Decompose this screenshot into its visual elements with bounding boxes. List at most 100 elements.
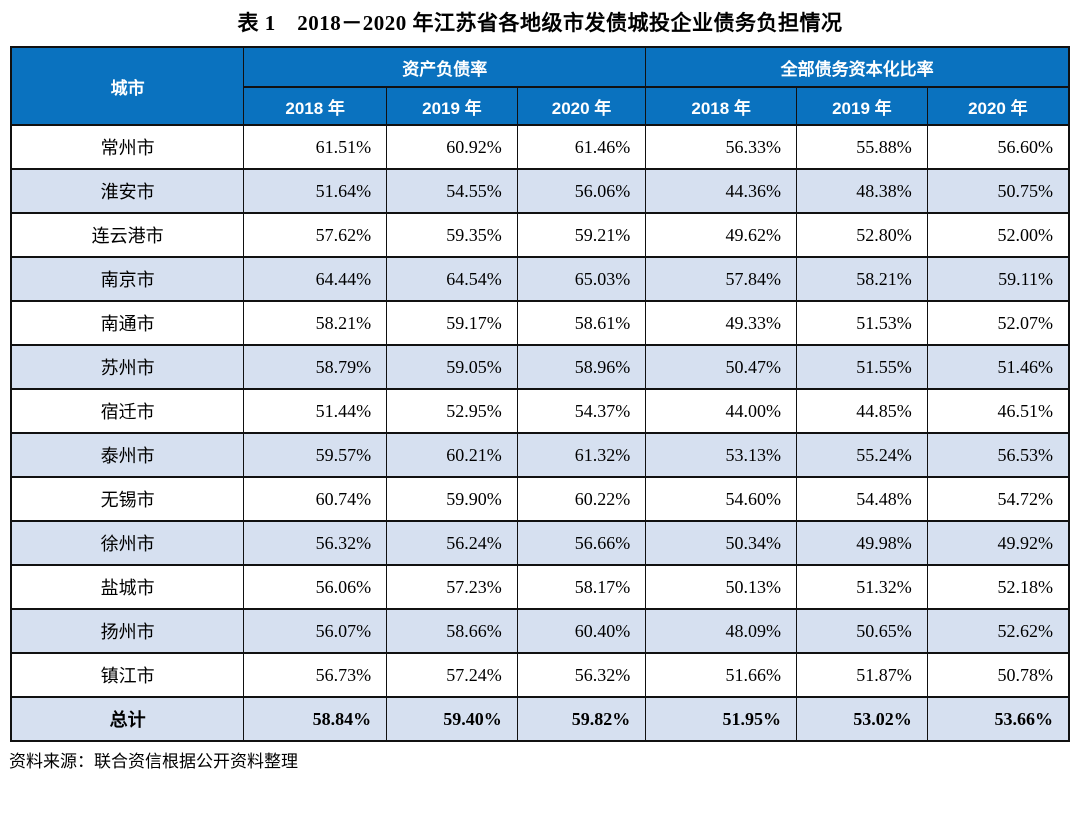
value-cell: 61.46% [516, 124, 647, 170]
value-cell: 51.46% [926, 344, 1070, 390]
city-cell: 扬州市 [10, 608, 245, 654]
value-cell: 59.90% [386, 476, 518, 522]
table-row: 徐州市 56.32% 56.24% 56.66% 50.34% 49.98% 49.92% [10, 520, 1070, 566]
value-cell: 56.73% [243, 652, 388, 698]
value-cell: 50.34% [645, 520, 798, 566]
value-cell: 59.82% [516, 696, 647, 742]
table-row: 泰州市 59.57% 60.21% 61.32% 53.13% 55.24% 56.53% [10, 432, 1070, 478]
value-cell: 59.05% [386, 344, 518, 390]
header-year-2020-dcr: 2020 年 [926, 86, 1070, 126]
city-cell: 盐城市 [10, 564, 245, 610]
value-cell: 59.57% [243, 432, 388, 478]
value-cell: 60.21% [386, 432, 518, 478]
value-cell: 56.07% [243, 608, 388, 654]
value-cell: 51.66% [645, 652, 798, 698]
table-body: 常州市 61.51% 60.92% 61.46% 56.33% 55.88% 56.60% 淮… [10, 124, 1070, 742]
value-cell: 50.75% [926, 168, 1070, 214]
value-cell: 58.21% [243, 300, 388, 346]
value-cell: 51.44% [243, 388, 388, 434]
table-title: 表 1 2018－2020 年江苏省各地级市发债城投企业债务负担情况 [237, 11, 843, 35]
city-cell: 苏州市 [10, 344, 245, 390]
value-cell: 60.92% [386, 124, 518, 170]
value-cell: 52.00% [926, 212, 1070, 258]
value-cell: 52.18% [926, 564, 1070, 610]
value-cell: 58.17% [516, 564, 647, 610]
table-row: 扬州市 56.07% 58.66% 60.40% 48.09% 50.65% 52.62% [10, 608, 1070, 654]
source-note: 资料来源：联合资信根据公开资料整理 [9, 752, 298, 771]
header-group-debt-capitalization-ratio: 全部债务资本化比率 [645, 46, 1070, 88]
value-cell: 49.33% [645, 300, 798, 346]
value-cell: 54.60% [645, 476, 798, 522]
value-cell: 51.87% [796, 652, 928, 698]
city-cell: 无锡市 [10, 476, 245, 522]
value-cell: 44.00% [645, 388, 798, 434]
city-cell: 连云港市 [10, 212, 245, 258]
value-cell: 49.62% [645, 212, 798, 258]
value-cell: 56.66% [516, 520, 647, 566]
value-cell: 54.48% [796, 476, 928, 522]
value-cell: 50.78% [926, 652, 1070, 698]
value-cell: 52.62% [926, 608, 1070, 654]
value-cell: 50.47% [645, 344, 798, 390]
value-cell: 58.61% [516, 300, 647, 346]
value-cell: 59.40% [386, 696, 518, 742]
value-cell: 56.60% [926, 124, 1070, 170]
value-cell: 56.53% [926, 432, 1070, 478]
value-cell: 46.51% [926, 388, 1070, 434]
value-cell: 49.92% [926, 520, 1070, 566]
value-cell: 52.80% [796, 212, 928, 258]
value-cell: 53.13% [645, 432, 798, 478]
value-cell: 51.95% [645, 696, 798, 742]
value-cell: 56.24% [386, 520, 518, 566]
value-cell: 59.35% [386, 212, 518, 258]
value-cell: 48.09% [645, 608, 798, 654]
value-cell: 58.96% [516, 344, 647, 390]
value-cell: 44.85% [796, 388, 928, 434]
city-cell: 南通市 [10, 300, 245, 346]
table-row: 无锡市 60.74% 59.90% 60.22% 54.60% 54.48% 54.72% [10, 476, 1070, 522]
header-year-2018-alr: 2018 年 [243, 86, 388, 126]
value-cell: 61.51% [243, 124, 388, 170]
table-row: 苏州市 58.79% 59.05% 58.96% 50.47% 51.55% 51.46% [10, 344, 1070, 390]
table-row: 常州市 61.51% 60.92% 61.46% 56.33% 55.88% 56.60% [10, 124, 1070, 170]
value-cell: 60.40% [516, 608, 647, 654]
value-cell: 59.11% [926, 256, 1070, 302]
value-cell: 58.66% [386, 608, 518, 654]
value-cell: 61.32% [516, 432, 647, 478]
value-cell: 65.03% [516, 256, 647, 302]
table-row: 盐城市 56.06% 57.23% 58.17% 50.13% 51.32% 52.18% [10, 564, 1070, 610]
city-cell: 泰州市 [10, 432, 245, 478]
value-cell: 48.38% [796, 168, 928, 214]
value-cell: 53.66% [926, 696, 1070, 742]
value-cell: 57.62% [243, 212, 388, 258]
header-year-row: 2018 年 2019 年 2020 年 2018 年 2019 年 2020 … [11, 86, 1070, 126]
value-cell: 56.32% [243, 520, 388, 566]
debt-burden-table: 城市 资产负债率 全部债务资本化比率 2018 年 2019 年 2020 年 … [10, 46, 1070, 742]
value-cell: 50.65% [796, 608, 928, 654]
header-year-2018-dcr: 2018 年 [645, 86, 798, 126]
value-cell: 59.21% [516, 212, 647, 258]
value-cell: 57.23% [386, 564, 518, 610]
value-cell: 50.13% [645, 564, 798, 610]
value-cell: 56.06% [243, 564, 388, 610]
value-cell: 52.95% [386, 388, 518, 434]
value-cell: 58.79% [243, 344, 388, 390]
table-row: 南通市 58.21% 59.17% 58.61% 49.33% 51.53% 52.07% [10, 300, 1070, 346]
city-cell: 常州市 [10, 124, 245, 170]
value-cell: 52.07% [926, 300, 1070, 346]
total-row: 总计 58.84% 59.40% 59.82% 51.95% 53.02% 53.66% [10, 696, 1070, 742]
table-row: 宿迁市 51.44% 52.95% 54.37% 44.00% 44.85% 46.51% [10, 388, 1070, 434]
value-cell: 60.74% [243, 476, 388, 522]
city-cell: 南京市 [10, 256, 245, 302]
value-cell: 64.44% [243, 256, 388, 302]
city-cell: 镇江市 [10, 652, 245, 698]
value-cell: 59.17% [386, 300, 518, 346]
header-group-row: 城市 资产负债率 全部债务资本化比率 [10, 46, 1070, 126]
value-cell: 58.21% [796, 256, 928, 302]
value-cell: 58.84% [243, 696, 388, 742]
header-city: 城市 [10, 46, 245, 126]
value-cell: 56.06% [516, 168, 647, 214]
value-cell: 60.22% [516, 476, 647, 522]
header-group-asset-liability-ratio: 资产负债率 [243, 46, 647, 88]
city-cell: 宿迁市 [10, 388, 245, 434]
